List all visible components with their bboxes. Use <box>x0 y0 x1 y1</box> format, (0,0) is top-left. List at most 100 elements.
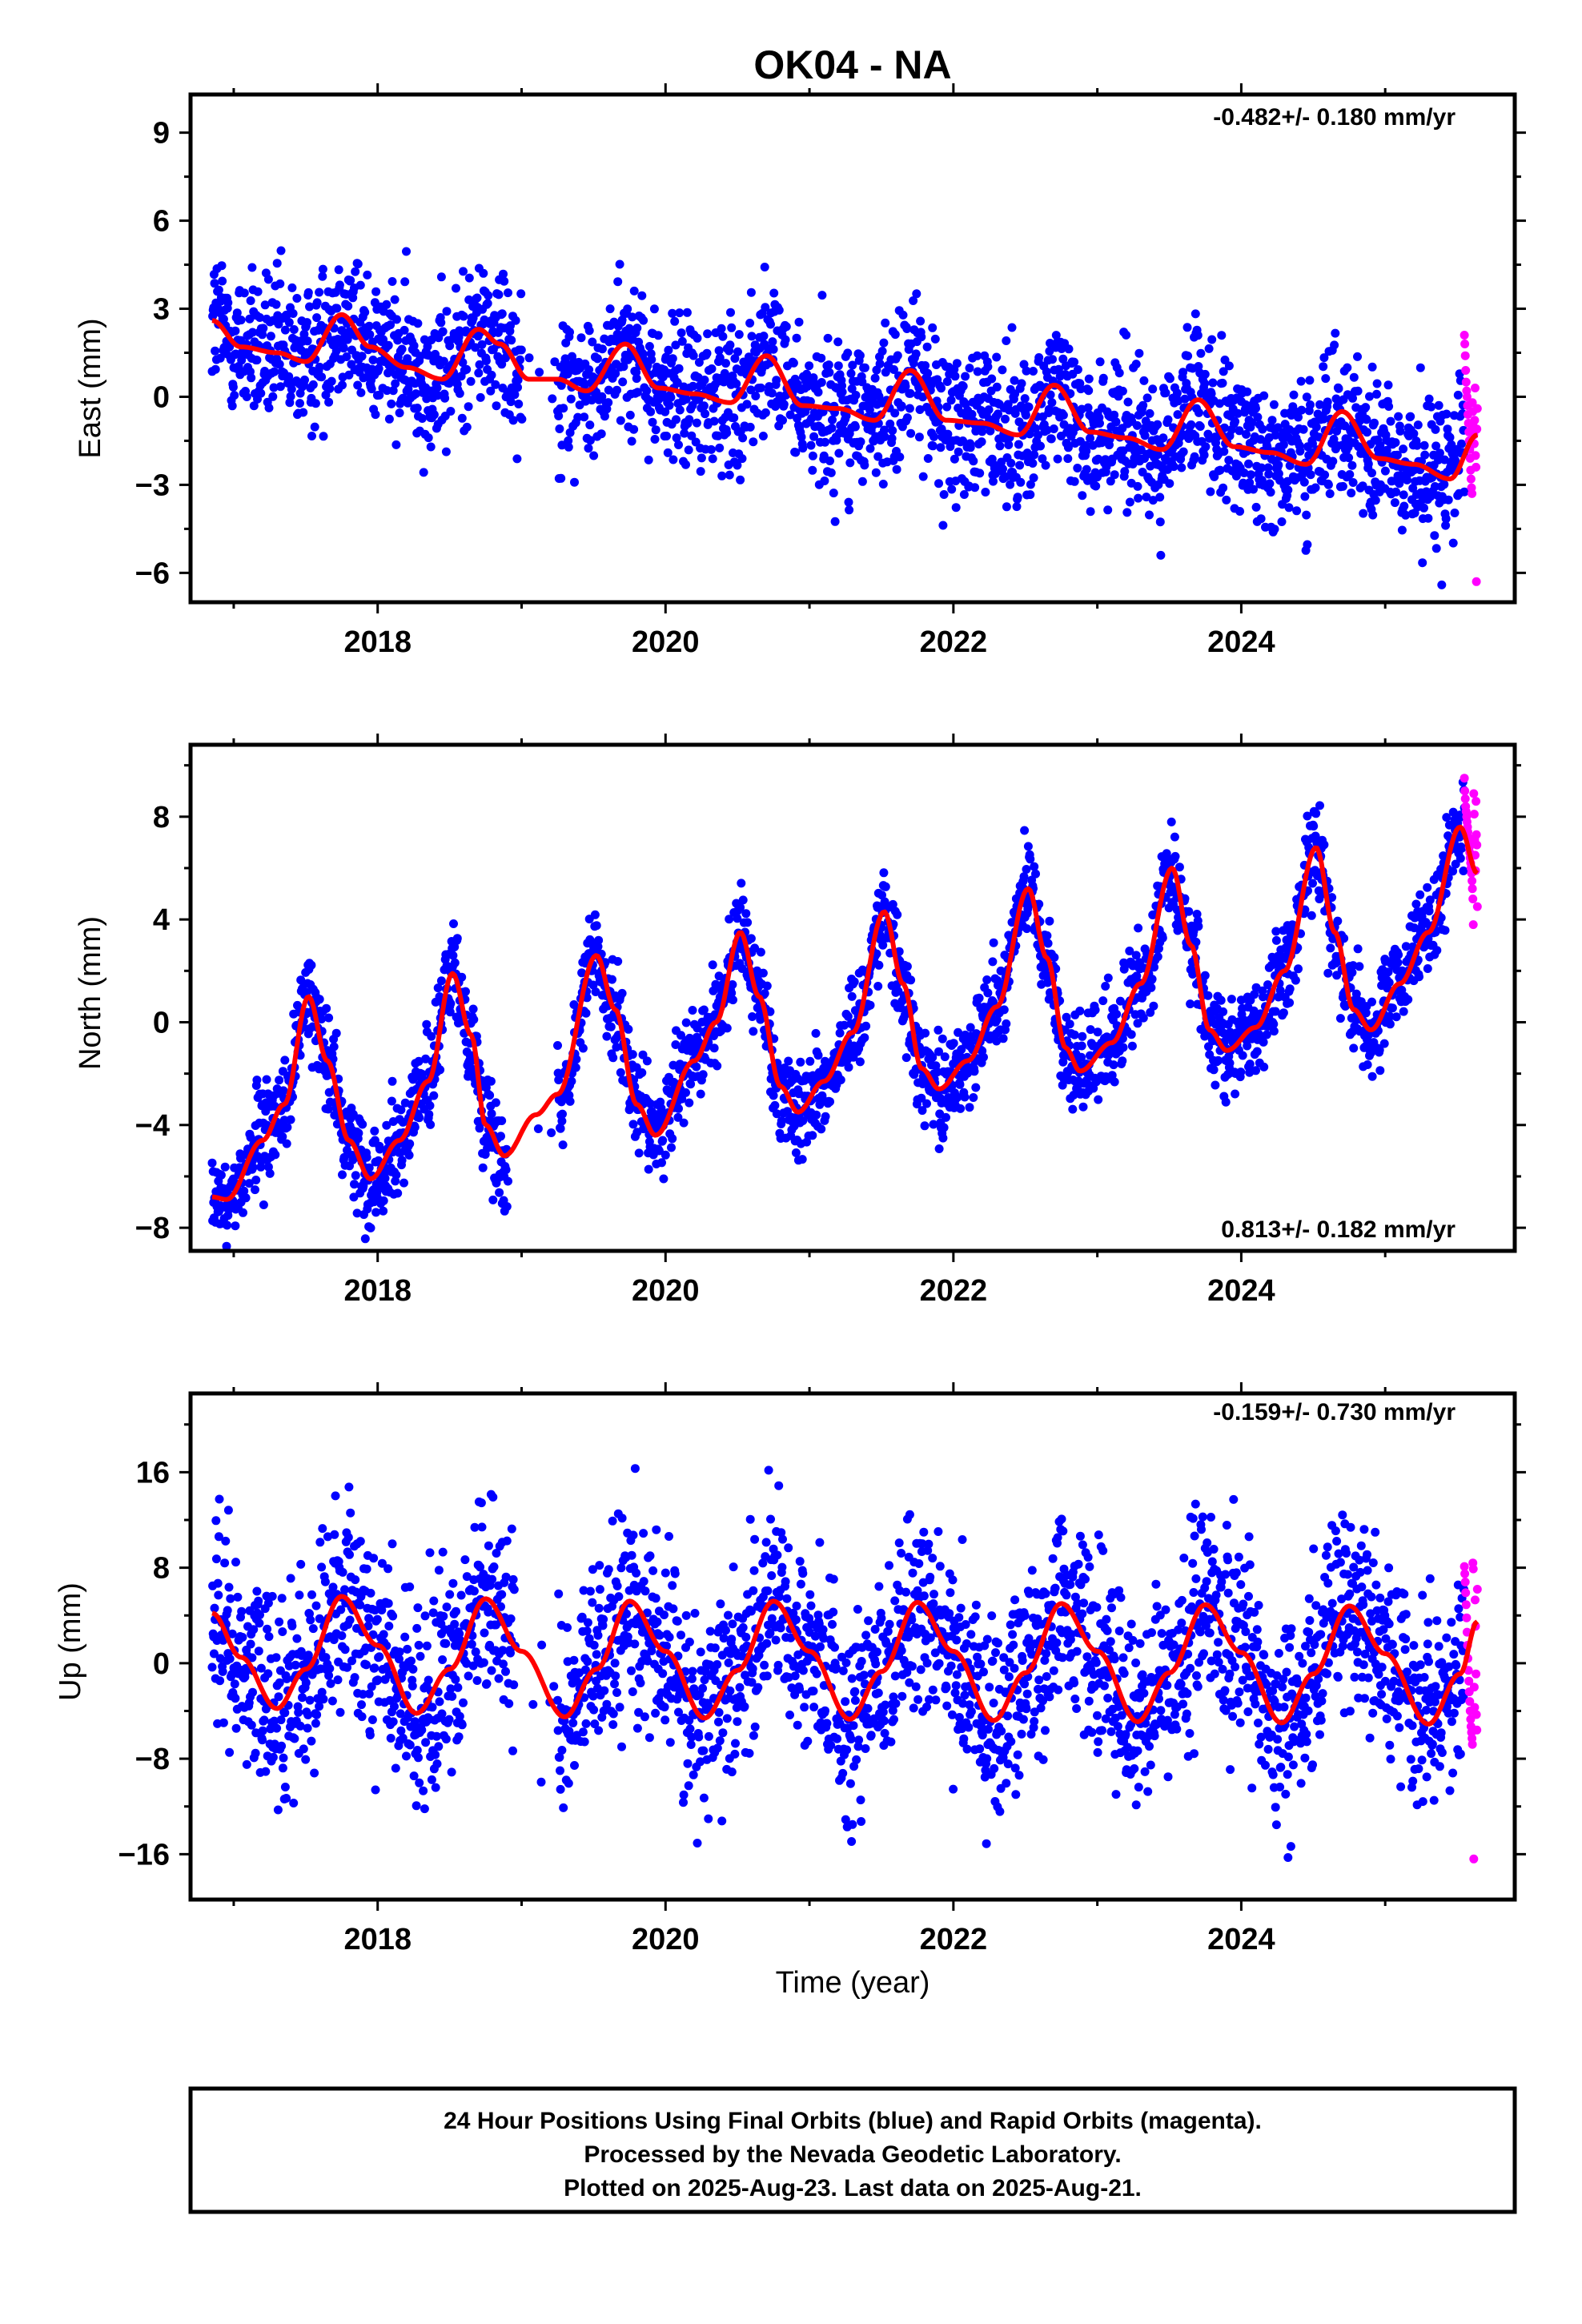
final-orbit-point <box>516 355 524 364</box>
final-orbit-point <box>1235 426 1244 436</box>
final-orbit-point <box>210 279 219 288</box>
final-orbit-point <box>646 407 656 416</box>
final-orbit-point <box>817 378 826 387</box>
final-orbit-point <box>1263 442 1272 452</box>
final-orbit-point <box>246 1132 255 1142</box>
final-orbit-point <box>1122 508 1132 517</box>
final-orbit-point <box>464 273 474 283</box>
final-orbit-point <box>1090 1005 1100 1015</box>
final-orbit-point <box>550 357 560 367</box>
final-orbit-point <box>384 414 394 424</box>
final-orbit-point <box>605 304 615 314</box>
final-orbit-point <box>1180 394 1190 404</box>
final-orbit-point <box>513 376 523 385</box>
final-orbit-point <box>632 324 642 333</box>
final-orbit-point <box>471 343 480 352</box>
final-orbit-point <box>1078 1031 1087 1041</box>
final-orbit-point <box>1031 424 1040 433</box>
final-orbit-point <box>287 283 297 292</box>
final-orbit-point <box>865 1000 875 1010</box>
final-orbit-point <box>1199 450 1209 460</box>
final-orbit-point <box>315 995 324 1004</box>
final-orbit-point <box>299 408 308 417</box>
final-orbit-point <box>1251 404 1260 413</box>
final-orbit-point <box>772 1109 781 1119</box>
final-orbit-point <box>677 336 687 346</box>
final-orbit-point <box>1086 507 1095 517</box>
final-orbit-point <box>674 364 684 373</box>
final-orbit-point <box>218 276 227 286</box>
final-orbit-point <box>1363 428 1371 437</box>
final-orbit-point <box>827 424 837 433</box>
final-orbit-point <box>747 332 757 341</box>
final-orbit-point <box>765 1007 775 1016</box>
final-orbit-point <box>1380 466 1390 476</box>
final-orbit-point <box>738 895 748 905</box>
final-orbit-point <box>1094 1095 1103 1104</box>
final-orbit-point <box>567 1076 576 1086</box>
final-orbit-point <box>943 429 953 439</box>
final-orbit-point <box>1077 1052 1086 1062</box>
final-orbit-point <box>1142 493 1151 502</box>
final-orbit-point <box>557 440 567 450</box>
final-orbit-point <box>1323 397 1332 407</box>
final-orbit-point <box>409 341 419 351</box>
final-orbit-point <box>565 1096 575 1106</box>
final-orbit-point <box>642 386 652 396</box>
final-orbit-point <box>750 943 760 953</box>
final-orbit-point <box>850 422 860 432</box>
final-orbit-point <box>774 305 784 315</box>
final-orbit-point <box>1026 854 1035 864</box>
final-orbit-point <box>725 470 734 480</box>
final-orbit-point <box>858 401 868 411</box>
final-orbit-point <box>558 1140 568 1150</box>
final-orbit-point <box>1166 817 1176 826</box>
final-orbit-point <box>917 1106 927 1116</box>
final-orbit-point <box>902 324 912 333</box>
final-orbit-point <box>1115 996 1125 1006</box>
final-orbit-point <box>1134 348 1144 358</box>
final-orbit-point <box>1049 424 1058 433</box>
final-orbit-point <box>1048 355 1057 364</box>
final-orbit-point <box>353 259 363 269</box>
final-orbit-point <box>1294 412 1303 422</box>
final-orbit-point <box>1118 1056 1127 1066</box>
final-orbit-point <box>1163 415 1173 424</box>
final-orbit-point <box>474 368 484 378</box>
final-orbit-point <box>275 360 284 369</box>
final-orbit-point <box>697 453 706 463</box>
final-orbit-point <box>1174 862 1184 872</box>
final-orbit-point <box>1441 514 1451 524</box>
final-orbit-point <box>736 475 745 485</box>
final-orbit-point <box>870 373 880 383</box>
final-orbit-point <box>700 376 709 384</box>
final-orbit-point <box>1265 479 1275 489</box>
final-orbit-point <box>983 362 993 372</box>
final-orbit-point <box>1391 487 1401 497</box>
final-orbit-point <box>942 1112 950 1122</box>
final-orbit-point <box>615 259 624 269</box>
final-orbit-point <box>223 1220 232 1230</box>
final-orbit-point <box>950 454 959 464</box>
final-orbit-point <box>253 287 263 296</box>
final-orbit-point <box>905 404 914 413</box>
final-orbit-point <box>920 1121 930 1131</box>
final-orbit-point <box>1063 454 1073 464</box>
final-orbit-point <box>1271 1007 1280 1016</box>
final-orbit-point <box>730 354 740 364</box>
final-orbit-point <box>1149 1001 1158 1011</box>
final-orbit-point <box>687 431 697 440</box>
final-orbit-point <box>720 368 729 378</box>
final-orbit-point <box>1183 352 1193 360</box>
final-orbit-point <box>758 968 768 978</box>
final-orbit-point <box>661 1150 670 1160</box>
final-orbit-point <box>569 1000 579 1009</box>
final-orbit-point <box>410 1123 420 1132</box>
final-orbit-point <box>1132 420 1142 430</box>
final-orbit-point <box>805 1056 815 1066</box>
final-orbit-point <box>1303 811 1312 821</box>
final-orbit-point <box>668 1134 677 1144</box>
final-orbit-point <box>1270 525 1279 534</box>
final-orbit-point <box>960 1092 970 1102</box>
final-orbit-point <box>856 437 865 447</box>
